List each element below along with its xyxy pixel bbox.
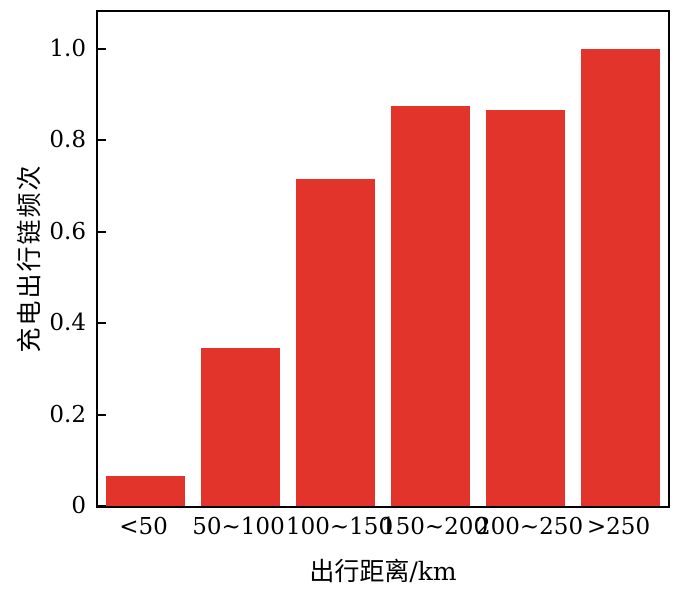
bar->250 (580, 48, 661, 506)
y-tick-mark (98, 47, 106, 50)
x-tick-label: <50 (119, 514, 168, 540)
x-tick-label: >250 (586, 514, 651, 540)
y-tick-label: 0.4 (49, 310, 86, 337)
bar-50~100 (200, 348, 281, 506)
x-tick-label: 100~150 (286, 514, 394, 540)
bar-<50 (105, 476, 186, 506)
y-tick-mark (98, 413, 106, 416)
y-tick-label: 1.0 (49, 35, 86, 62)
x-tick-label: 50~100 (192, 514, 285, 540)
x-tick-labels: <50 50~100 100~150 150~200 200~250 >250 (96, 514, 670, 544)
x-tick-label: 200~250 (476, 514, 584, 540)
plot-area (96, 10, 670, 508)
y-tick-label: 0.6 (49, 218, 86, 245)
bar-100~150 (295, 178, 376, 506)
y-tick-label: 0.8 (49, 127, 86, 154)
x-tick-label: 150~200 (381, 514, 489, 540)
y-tick-mark (98, 230, 106, 233)
y-tick-label: 0.2 (49, 401, 86, 428)
bar-200~250 (485, 110, 566, 506)
y-tick-labels: 0 0.2 0.4 0.6 0.8 1.0 (0, 10, 86, 519)
x-axis-label: 出行距离/km (309, 557, 457, 586)
y-tick-mark (98, 139, 106, 142)
y-tick-label: 0 (71, 493, 86, 519)
y-tick-mark (98, 322, 106, 325)
bar-150~200 (390, 105, 471, 506)
y-tick-mark (98, 505, 106, 507)
